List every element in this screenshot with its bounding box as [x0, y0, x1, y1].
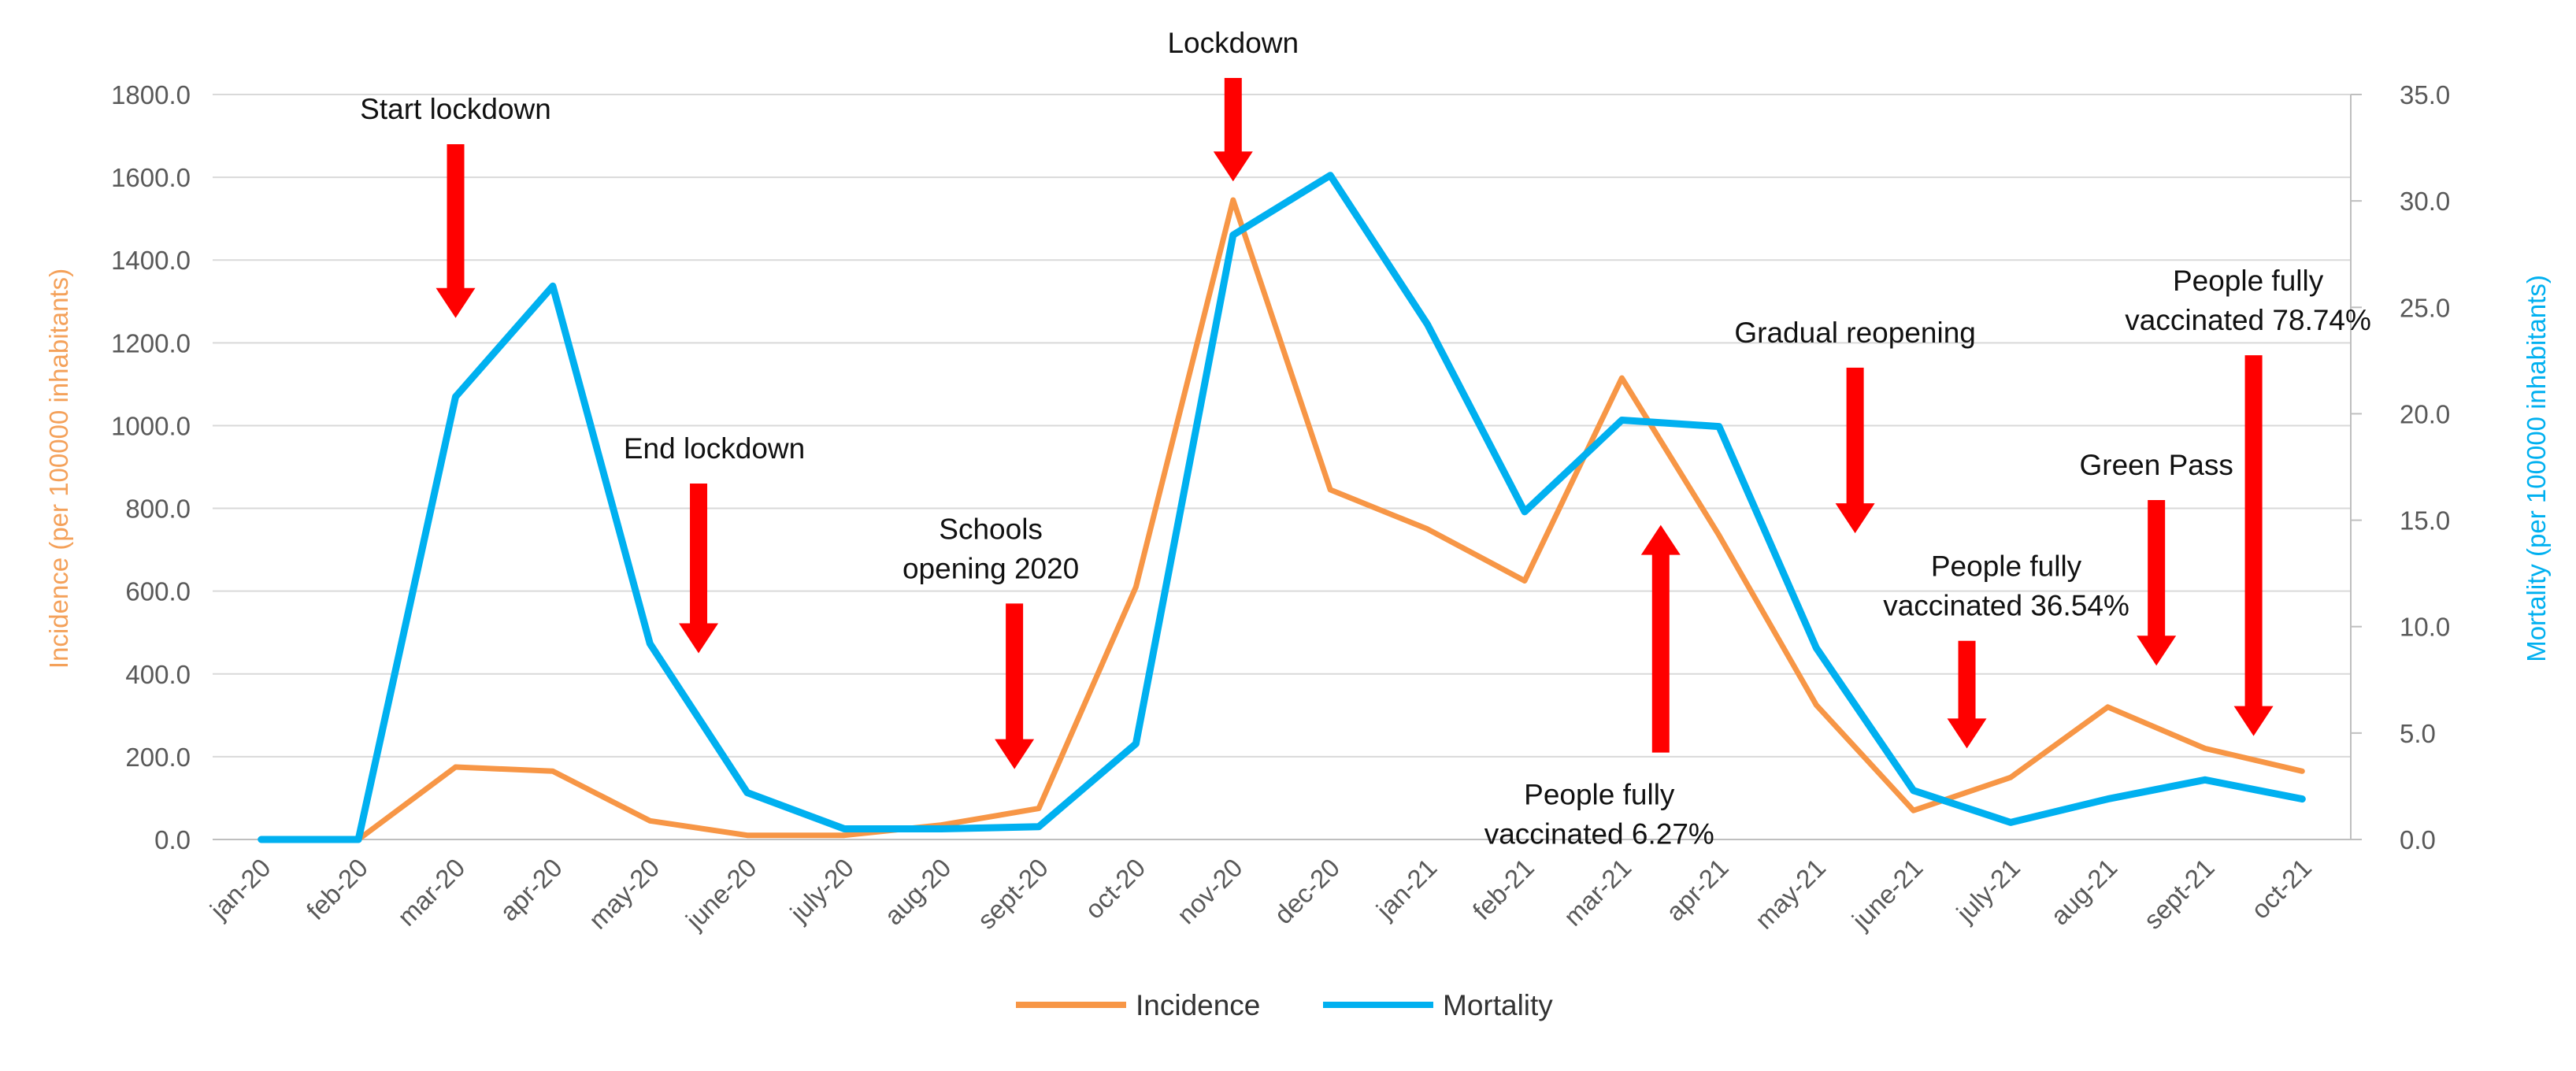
annotation-arrow	[2233, 355, 2274, 736]
y2-tick-label: 30.0	[2400, 187, 2450, 216]
legend-label-incidence: Incidence	[1136, 989, 1260, 1021]
y-tick-label: 1000.0	[111, 411, 191, 440]
x-tick-label: feb-21	[1467, 853, 1540, 925]
annotation-arrows	[436, 77, 2274, 769]
annotation-label: Lockdown	[1167, 27, 1299, 59]
annotation-arrow	[1213, 77, 1253, 182]
x-tick-label: may-21	[1749, 853, 1831, 935]
x-tick-label: june-21	[1846, 853, 1929, 936]
annotation-arrow	[436, 144, 476, 318]
annotation-label: People fully	[2173, 265, 2324, 297]
annotation-labels: Start lockdown End lockdown Schools opening…	[360, 27, 2371, 850]
y-tick-label: 1800.0	[111, 80, 191, 109]
x-tick-label: jan-21	[1370, 853, 1443, 925]
annotation-label: People fully	[1524, 779, 1675, 811]
x-tick-label: apr-20	[494, 853, 568, 927]
annotation-label: End lockdown	[624, 432, 805, 465]
y-tick-label: 800.0	[125, 495, 191, 524]
x-tick-label: oct-21	[2245, 853, 2317, 925]
y2-tick-label: 5.0	[2400, 719, 2436, 748]
y-tick-label: 600.0	[125, 577, 191, 606]
y-axis-title-right: Mortality (per 100000 inhabitants)	[2522, 275, 2551, 662]
y2-tick-label: 25.0	[2400, 293, 2450, 322]
series-line-mortality	[258, 172, 2306, 843]
x-tick-label: oct-20	[1079, 853, 1151, 925]
x-tick-label: june-20	[680, 853, 762, 936]
y2-tick-label: 15.0	[2400, 506, 2450, 536]
x-tick-label: july-20	[784, 853, 859, 928]
annotation-label: vaccinated 78.74%	[2125, 304, 2371, 336]
annotation-arrow	[2137, 500, 2177, 666]
annotation-arrow	[1947, 640, 1987, 749]
annotation-label: Gradual reopening	[1734, 317, 1976, 349]
annotation-label: Green Pass	[2079, 449, 2233, 481]
y-tick-label: 1600.0	[111, 163, 191, 192]
y2-tick-label: 10.0	[2400, 613, 2450, 642]
annotation-arrow	[679, 484, 719, 654]
y2-tick-label: 20.0	[2400, 399, 2450, 428]
x-tick-label: jan-20	[204, 853, 276, 925]
x-tick-label: sept-21	[2138, 853, 2220, 935]
annotation-arrow	[995, 603, 1035, 769]
annotation-label: opening 2020	[903, 552, 1079, 584]
legend-label-mortality: Mortality	[1443, 989, 1553, 1021]
series-line-incidence	[258, 197, 2305, 843]
y2-tick-label: 35.0	[2400, 80, 2450, 109]
annotation-label: vaccinated 6.27%	[1484, 818, 1714, 850]
x-tick-label: july-21	[1950, 853, 2026, 928]
x-tick-label: nov-20	[1171, 853, 1248, 930]
x-tick-label: dec-20	[1269, 853, 1346, 930]
x-tick-label: sept-20	[972, 853, 1054, 935]
y-tick-label: 200.0	[125, 743, 191, 772]
x-tick-label: mar-20	[391, 853, 470, 932]
x-tick-label: may-20	[583, 853, 665, 935]
legend: Incidence Mortality	[1016, 989, 1553, 1021]
x-tick-label: aug-21	[2045, 853, 2123, 931]
x-tick-label: mar-21	[1558, 853, 1636, 932]
annotation-label: People fully	[1931, 550, 2082, 583]
x-tick-label: aug-20	[879, 853, 957, 931]
y-axis-title-left: Incidence (per 100000 inhabitants)	[44, 269, 73, 669]
series-lines	[258, 172, 2306, 843]
annotation-label: Start lockdown	[360, 93, 551, 125]
y-tick-label: 400.0	[125, 660, 191, 689]
annotation-arrow	[1835, 367, 1875, 534]
annotation-arrow	[1640, 524, 1681, 753]
y-tick-label: 0.0	[154, 825, 191, 854]
y2-tick-label: 0.0	[2400, 825, 2436, 854]
y-tick-label: 1200.0	[111, 328, 191, 358]
x-tick-label: apr-21	[1660, 853, 1734, 927]
y-tick-label: 1400.0	[111, 246, 191, 275]
x-tick-label: feb-20	[301, 853, 373, 925]
annotation-label: Schools	[939, 513, 1043, 545]
annotation-label: vaccinated 36.54%	[1883, 590, 2129, 622]
